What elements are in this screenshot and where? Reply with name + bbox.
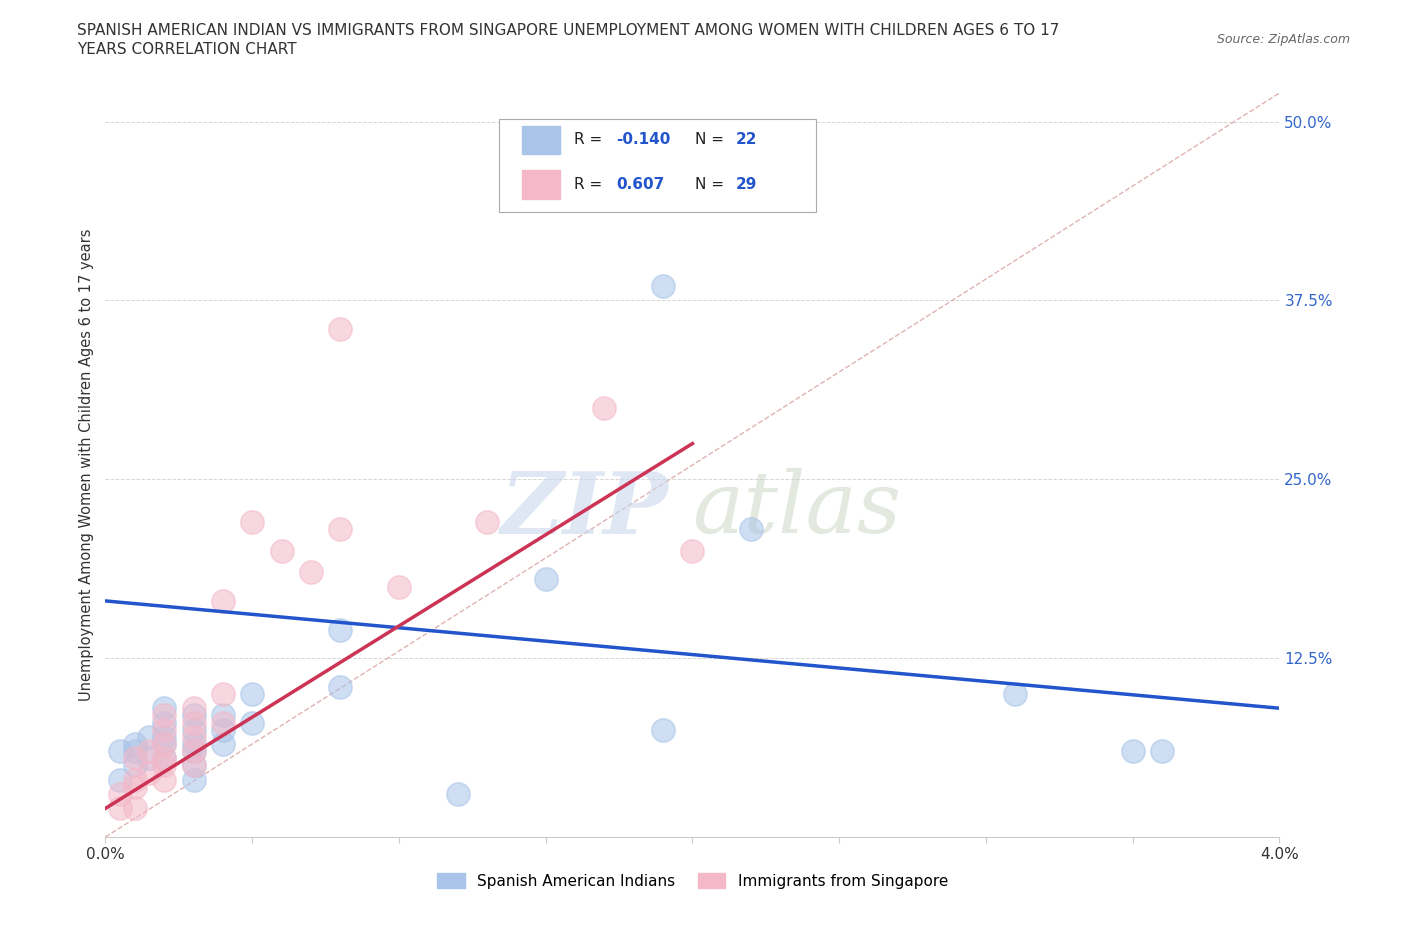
Point — [475, 515, 498, 530]
Point — [153, 737, 176, 751]
Point — [682, 543, 704, 558]
Point — [534, 572, 557, 587]
Point — [108, 772, 131, 787]
Point — [652, 723, 675, 737]
Text: 29: 29 — [735, 177, 758, 192]
Point — [211, 737, 233, 751]
Point — [138, 729, 160, 744]
Text: 22: 22 — [735, 132, 758, 147]
Point — [138, 751, 160, 765]
Point — [329, 622, 352, 637]
Point — [299, 565, 322, 579]
Point — [108, 744, 131, 759]
Point — [183, 744, 205, 759]
Text: R =: R = — [574, 177, 607, 192]
Point — [138, 765, 160, 780]
Text: N =: N = — [695, 132, 728, 147]
Point — [1122, 744, 1144, 759]
Point — [124, 751, 146, 765]
Text: -0.140: -0.140 — [616, 132, 671, 147]
Point — [124, 758, 146, 773]
Point — [211, 715, 233, 730]
Point — [183, 723, 205, 737]
Point — [183, 701, 205, 716]
Text: atlas: atlas — [693, 469, 901, 551]
Point — [153, 737, 176, 751]
Point — [183, 737, 205, 751]
Point — [124, 801, 146, 816]
Point — [183, 758, 205, 773]
FancyBboxPatch shape — [522, 126, 560, 154]
Point — [153, 751, 176, 765]
Point — [124, 744, 146, 759]
FancyBboxPatch shape — [522, 170, 560, 199]
Point — [183, 715, 205, 730]
Point — [447, 787, 470, 802]
Point — [211, 593, 233, 608]
Point — [329, 322, 352, 337]
Point — [211, 723, 233, 737]
Text: SPANISH AMERICAN INDIAN VS IMMIGRANTS FROM SINGAPORE UNEMPLOYMENT AMONG WOMEN WI: SPANISH AMERICAN INDIAN VS IMMIGRANTS FR… — [77, 23, 1060, 38]
Point — [740, 522, 762, 537]
Point — [652, 279, 675, 294]
Point — [183, 772, 205, 787]
Text: Source: ZipAtlas.com: Source: ZipAtlas.com — [1216, 33, 1350, 46]
Text: YEARS CORRELATION CHART: YEARS CORRELATION CHART — [77, 42, 297, 57]
Point — [153, 708, 176, 723]
Point — [108, 787, 131, 802]
Point — [388, 579, 411, 594]
Point — [153, 758, 176, 773]
Text: ZIP: ZIP — [501, 468, 669, 551]
Point — [240, 686, 263, 701]
Point — [593, 400, 616, 415]
Point — [124, 737, 146, 751]
Point — [153, 701, 176, 716]
Point — [240, 515, 263, 530]
Point — [240, 715, 263, 730]
Legend: Spanish American Indians, Immigrants from Singapore: Spanish American Indians, Immigrants fro… — [429, 866, 956, 897]
Point — [270, 543, 292, 558]
Point — [329, 522, 352, 537]
Point — [183, 758, 205, 773]
Y-axis label: Unemployment Among Women with Children Ages 6 to 17 years: Unemployment Among Women with Children A… — [79, 229, 94, 701]
Point — [1150, 744, 1173, 759]
Point — [153, 715, 176, 730]
Text: N =: N = — [695, 177, 728, 192]
Point — [329, 679, 352, 694]
Point — [1004, 686, 1026, 701]
Point — [153, 772, 176, 787]
Point — [153, 723, 176, 737]
Point — [108, 801, 131, 816]
Point — [183, 708, 205, 723]
Point — [183, 744, 205, 759]
Point — [211, 686, 233, 701]
Text: R =: R = — [574, 132, 607, 147]
Point — [124, 779, 146, 794]
Point — [211, 708, 233, 723]
Point — [138, 744, 160, 759]
Point — [124, 772, 146, 787]
FancyBboxPatch shape — [499, 119, 815, 212]
Point — [183, 729, 205, 744]
Point — [153, 729, 176, 744]
Point — [153, 751, 176, 765]
Text: 0.607: 0.607 — [616, 177, 665, 192]
